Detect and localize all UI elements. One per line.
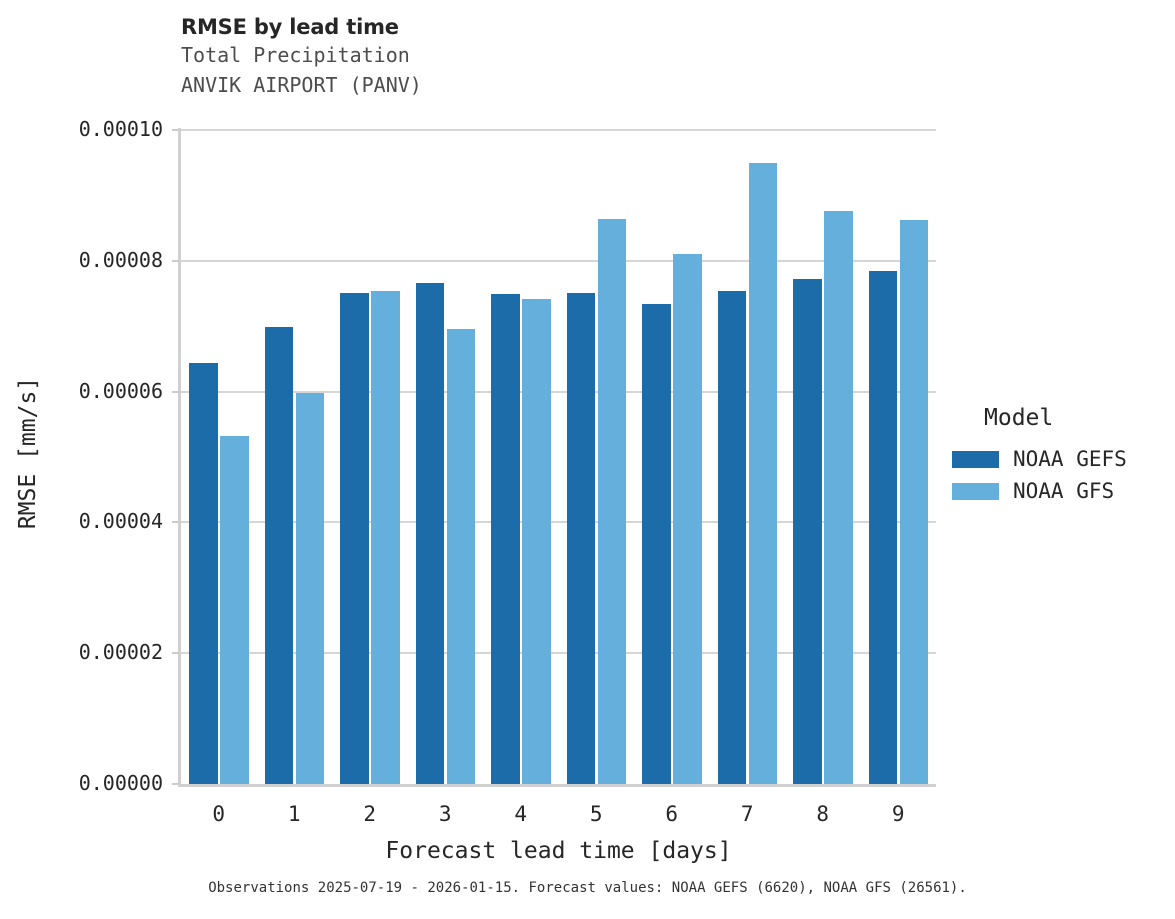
title-block: RMSE by lead time Total Precipitation AN… [181,14,881,100]
legend-label: NOAA GFS [1013,479,1115,503]
bar-noaa-gfs-day-6[interactable] [673,254,702,784]
bar-noaa-gfs-day-4[interactable] [522,298,551,784]
bar-noaa-gfs-day-3[interactable] [446,328,475,784]
bar-noaa-gefs-day-6[interactable] [642,303,671,784]
y-tick-mark [172,521,179,524]
bar-noaa-gefs-day-1[interactable] [264,326,293,784]
x-tick-label-3: 3 [438,802,452,826]
bar-noaa-gfs-day-7[interactable] [748,162,777,784]
x-tick-label-8: 8 [816,802,830,826]
legend-items: NOAA GEFS NOAA GFS [952,443,1175,507]
bar-noaa-gefs-day-5[interactable] [566,292,595,784]
gridline [181,390,936,393]
y-tick-label: 0.00010 [78,117,163,141]
bar-noaa-gefs-day-3[interactable] [415,283,444,784]
bar-noaa-gfs-day-9[interactable] [899,220,928,784]
legend-title: Model [984,405,1054,431]
gridline [181,259,936,262]
gridline [181,521,936,524]
y-tick-label: 0.00002 [78,640,163,665]
bar-noaa-gefs-day-7[interactable] [717,290,746,784]
bar-noaa-gefs-day-2[interactable] [340,292,369,784]
x-tick-label-5: 5 [589,802,603,826]
x-axis-title: Forecast lead time [days] [385,838,732,864]
bar-noaa-gfs-day-1[interactable] [295,392,324,784]
bar-noaa-gfs-day-2[interactable] [371,290,400,784]
chart-title: RMSE by lead time [181,15,399,39]
legend: Model NOAA GEFS NOAA GFS [952,405,1175,507]
y-tick-label: 0.00006 [78,378,163,403]
legend-swatch-noaa-gfs [952,482,999,500]
bar-noaa-gefs-day-8[interactable] [793,279,822,784]
x-tick-label-7: 7 [740,802,754,826]
y-tick-label: 0.00008 [78,247,163,272]
y-axis-title: RMSE [mm/s] [15,376,41,530]
y-tick-label: 0.00000 [78,771,163,795]
bar-noaa-gfs-day-8[interactable] [824,211,853,784]
y-tick-mark [172,259,179,262]
x-axis-line [178,784,936,787]
legend-item-noaa-gefs[interactable]: NOAA GEFS [952,443,1175,475]
x-tick-label-0: 0 [212,802,226,826]
y-axis-line [178,128,181,786]
y-tick-mark [172,390,179,393]
x-tick-label-6: 6 [665,802,679,826]
bar-noaa-gefs-day-0[interactable] [189,362,218,784]
x-tick-label-1: 1 [287,802,301,826]
x-tick-label-9: 9 [891,802,905,826]
bar-noaa-gefs-day-4[interactable] [491,294,520,784]
y-tick-mark [172,783,179,785]
plot-area [181,129,936,784]
bar-noaa-gfs-day-5[interactable] [597,218,626,784]
x-tick-label-2: 2 [363,802,377,826]
footer-note: Observations 2025-07-19 - 2026-01-15. Fo… [208,880,967,896]
bar-noaa-gfs-day-0[interactable] [220,436,249,784]
gridline [181,652,936,655]
y-tick-mark [172,652,179,655]
y-tick-mark [172,129,179,131]
legend-item-noaa-gfs[interactable]: NOAA GFS [952,475,1175,507]
chart-subtitle-line-1: Total Precipitation [181,43,410,67]
chart-subtitle-line-2: ANVIK AIRPORT (PANV) [181,73,422,97]
x-tick-label-4: 4 [514,802,528,826]
y-tick-label: 0.00004 [78,509,163,534]
bar-noaa-gefs-day-9[interactable] [868,270,897,784]
gridline [181,129,936,131]
legend-swatch-noaa-gefs [952,450,999,468]
legend-label: NOAA GEFS [1013,447,1127,471]
